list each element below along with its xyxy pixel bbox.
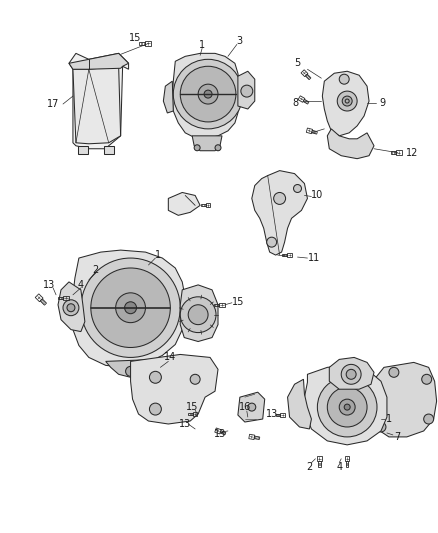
Circle shape: [91, 268, 170, 348]
Circle shape: [346, 369, 355, 379]
Circle shape: [266, 237, 276, 247]
Circle shape: [339, 74, 348, 84]
Circle shape: [173, 59, 242, 129]
Text: 5: 5: [294, 58, 300, 68]
Circle shape: [273, 192, 285, 204]
Circle shape: [81, 258, 180, 358]
Text: 11: 11: [307, 253, 320, 263]
Circle shape: [339, 399, 354, 415]
Polygon shape: [321, 71, 368, 136]
Polygon shape: [163, 81, 173, 113]
Circle shape: [421, 374, 431, 384]
Polygon shape: [192, 136, 222, 151]
Circle shape: [180, 297, 215, 333]
Polygon shape: [69, 53, 128, 69]
Circle shape: [190, 374, 200, 384]
Circle shape: [194, 145, 200, 151]
Text: 1: 1: [198, 41, 205, 51]
Circle shape: [124, 302, 136, 314]
Polygon shape: [327, 129, 373, 159]
Polygon shape: [71, 250, 185, 367]
Polygon shape: [130, 354, 218, 424]
Circle shape: [63, 300, 79, 316]
Circle shape: [375, 422, 385, 432]
Text: 13: 13: [265, 409, 277, 419]
Polygon shape: [180, 285, 218, 342]
Polygon shape: [78, 146, 88, 154]
Text: 14: 14: [164, 352, 176, 362]
Text: 8: 8: [292, 98, 298, 108]
Circle shape: [204, 90, 212, 98]
Polygon shape: [172, 53, 239, 139]
Polygon shape: [251, 171, 307, 255]
Polygon shape: [58, 282, 85, 332]
Circle shape: [423, 414, 433, 424]
Text: 13: 13: [43, 280, 55, 290]
Polygon shape: [304, 365, 386, 445]
Text: 10: 10: [311, 190, 323, 200]
Circle shape: [293, 184, 301, 192]
Circle shape: [247, 403, 255, 411]
Text: 15: 15: [231, 297, 244, 307]
Polygon shape: [328, 358, 373, 389]
Text: 12: 12: [405, 148, 417, 158]
Circle shape: [198, 84, 218, 104]
Polygon shape: [106, 359, 155, 377]
Text: 2: 2: [92, 265, 99, 275]
Text: 13: 13: [179, 419, 191, 429]
Circle shape: [388, 367, 398, 377]
Circle shape: [317, 377, 376, 437]
Circle shape: [67, 304, 75, 312]
Text: 13: 13: [213, 429, 226, 439]
Polygon shape: [69, 53, 128, 149]
Circle shape: [342, 96, 351, 106]
Text: 16: 16: [238, 402, 251, 412]
Circle shape: [180, 66, 235, 122]
Circle shape: [240, 85, 252, 97]
Text: 17: 17: [47, 99, 59, 109]
Circle shape: [188, 305, 208, 325]
Circle shape: [327, 387, 366, 427]
Text: 9: 9: [378, 98, 384, 108]
Circle shape: [125, 366, 135, 376]
Text: 15: 15: [186, 402, 198, 412]
Polygon shape: [372, 362, 436, 437]
Text: 1: 1: [385, 414, 391, 424]
Polygon shape: [237, 71, 254, 109]
Text: 3: 3: [236, 36, 242, 46]
Circle shape: [340, 365, 360, 384]
Text: 1: 1: [155, 250, 161, 260]
Polygon shape: [73, 66, 120, 144]
Text: 4: 4: [78, 280, 84, 290]
Circle shape: [343, 404, 350, 410]
Text: 7: 7: [393, 432, 399, 442]
Circle shape: [336, 91, 356, 111]
Circle shape: [215, 145, 220, 151]
Polygon shape: [168, 192, 200, 215]
Text: 15: 15: [129, 34, 141, 44]
Circle shape: [149, 372, 161, 383]
Circle shape: [115, 293, 145, 322]
Text: 2: 2: [306, 462, 312, 472]
Polygon shape: [287, 379, 311, 429]
Polygon shape: [103, 146, 113, 154]
Polygon shape: [237, 392, 264, 422]
Circle shape: [149, 403, 161, 415]
Text: 4: 4: [336, 462, 342, 472]
